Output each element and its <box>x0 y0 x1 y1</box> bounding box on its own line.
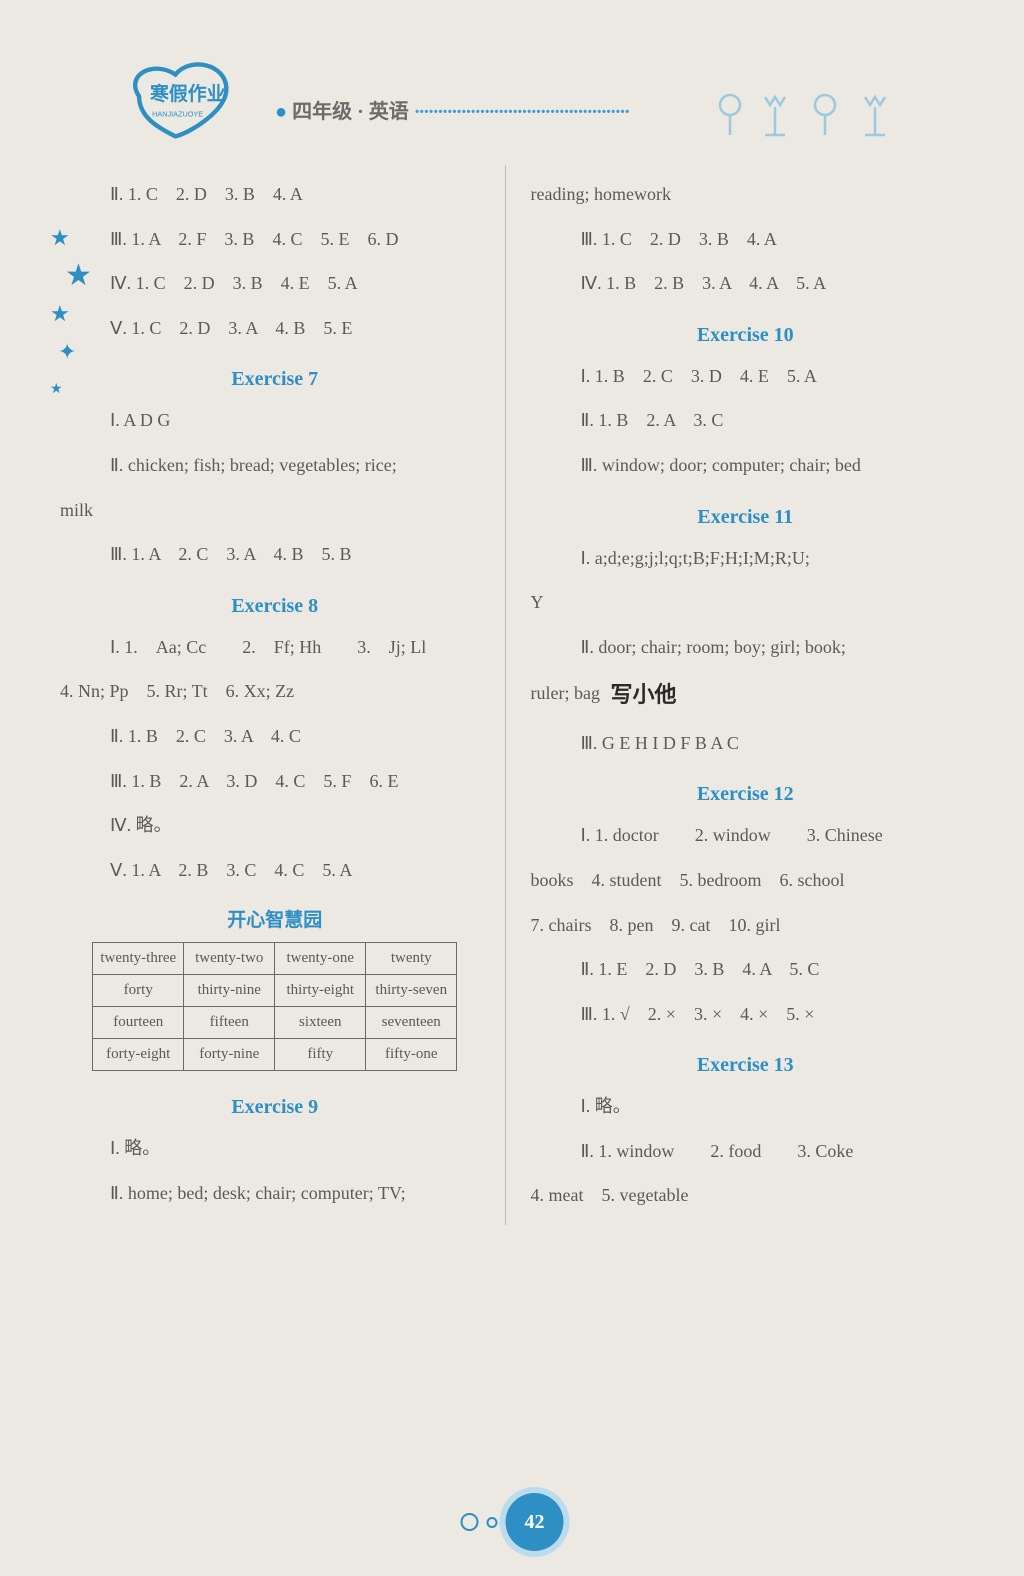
answer-line: Ⅱ. chicken; fish; bread; vegetables; ric… <box>60 450 490 481</box>
table-cell: thirty-nine <box>184 975 275 1007</box>
content-columns: Ⅱ. 1. C 2. D 3. B 4. A Ⅲ. 1. A 2. F 3. B… <box>60 165 960 1225</box>
answer-line: reading; homework <box>531 179 961 210</box>
answer-line: Ⅳ. 略。 <box>60 810 490 841</box>
answer-line: Ⅱ. 1. B 2. C 3. A 4. C <box>60 721 490 752</box>
grade-text: 四年级 <box>292 101 352 123</box>
answer-line: Ⅲ. window; door; computer; chair; bed <box>531 450 961 481</box>
logo-heart: 寒假作业 HANJIAZUOYE <box>110 60 270 140</box>
answer-line: Ⅲ. 1. C 2. D 3. B 4. A <box>531 224 961 255</box>
logo-text-py: HANJIAZUOYE <box>152 110 203 119</box>
answer-line: Ⅰ. 略。 <box>531 1091 961 1122</box>
answer-line: Ⅱ. home; bed; desk; chair; computer; TV; <box>60 1178 490 1209</box>
table-row: fourteen fifteen sixteen seventeen <box>93 1007 457 1039</box>
decor-circle-icon <box>461 1513 479 1531</box>
subject-text: 英语 <box>369 101 409 123</box>
table-row: twenty-three twenty-two twenty-one twent… <box>93 943 457 975</box>
decor-circle-icon <box>487 1517 498 1528</box>
logo-text-cn: 寒假作业 <box>150 82 226 105</box>
table-cell: sixteen <box>275 1007 366 1039</box>
table-cell: twenty-two <box>184 943 275 975</box>
answer-line: Ⅲ. 1. A 2. C 3. A 4. B 5. B <box>60 539 490 570</box>
table-cell: thirty-seven <box>366 975 457 1007</box>
answer-line: milk <box>60 495 490 526</box>
exercise-title: Exercise 9 <box>60 1096 490 1119</box>
answer-line: Ⅰ. a;d;e;g;j;l;q;t;B;F;H;I;M;R;U; <box>531 543 961 574</box>
answer-line: Ⅱ. 1. window 2. food 3. Coke <box>531 1136 961 1167</box>
table-cell: fifty <box>275 1039 366 1071</box>
exercise-title: Exercise 8 <box>60 595 490 618</box>
answer-line: Ⅱ. 1. E 2. D 3. B 4. A 5. C <box>531 954 961 985</box>
answer-line: 7. chairs 8. pen 9. cat 10. girl <box>531 910 961 941</box>
table-cell: forty <box>93 975 184 1007</box>
table-cell: thirty-eight <box>275 975 366 1007</box>
answer-line: Ⅱ. 1. B 2. A 3. C <box>531 405 961 436</box>
page-header: 寒假作业 HANJIAZUOYE ● 四年级 · 英语 ············… <box>60 40 960 150</box>
answer-line: 4. Nn; Pp 5. Rr; Tt 6. Xx; Zz <box>60 676 490 707</box>
table-cell: forty-eight <box>93 1039 184 1071</box>
answer-line: Ⅴ. 1. A 2. B 3. C 4. C 5. A <box>60 855 490 886</box>
answer-line: Ⅲ. 1. √ 2. × 3. × 4. × 5. × <box>531 999 961 1030</box>
answer-line: Ⅰ. 1. Aa; Cc 2. Ff; Hh 3. Jj; Ll <box>60 632 490 663</box>
exercise-title: Exercise 13 <box>531 1054 961 1077</box>
exercise-title: Exercise 11 <box>531 506 961 529</box>
right-column: reading; homework Ⅲ. 1. C 2. D 3. B 4. A… <box>505 165 961 1225</box>
answer-line: Ⅳ. 1. C 2. D 3. B 4. E 5. A <box>60 268 490 299</box>
answer-line: 4. meat 5. vegetable <box>531 1180 961 1211</box>
answer-line: Ⅰ. A D G <box>60 405 490 436</box>
table-cell: twenty <box>366 943 457 975</box>
number-table: twenty-three twenty-two twenty-one twent… <box>92 942 457 1071</box>
page-number: 42 <box>525 1511 545 1534</box>
answer-line: Ⅱ. 1. C 2. D 3. B 4. A <box>60 179 490 210</box>
answer-line: Ⅲ. G E H I D F B A C <box>531 728 961 759</box>
answer-line: Ⅱ. door; chair; room; boy; girl; book; <box>531 632 961 663</box>
table-row: forty-eight forty-nine fifty fifty-one <box>93 1039 457 1071</box>
table-cell: twenty-one <box>275 943 366 975</box>
page-footer: 42 <box>461 1493 564 1551</box>
page-number-badge: 42 <box>506 1493 564 1551</box>
exercise-title: Exercise 12 <box>531 783 961 806</box>
left-column: Ⅱ. 1. C 2. D 3. B 4. A Ⅲ. 1. A 2. F 3. B… <box>60 165 505 1225</box>
fun-title: 开心智慧园 <box>60 905 490 932</box>
answer-line: Y <box>531 587 961 618</box>
table-cell: fifty-one <box>366 1039 457 1071</box>
answer-line: Ⅲ. 1. B 2. A 3. D 4. C 5. F 6. E <box>60 766 490 797</box>
table-cell: fourteen <box>93 1007 184 1039</box>
answer-line: Ⅰ. 1. B 2. C 3. D 4. E 5. A <box>531 361 961 392</box>
table-cell: twenty-three <box>93 943 184 975</box>
table-cell: forty-nine <box>184 1039 275 1071</box>
star-decor: ★★ ★✦★ <box>50 215 92 413</box>
exercise-title: Exercise 10 <box>531 324 961 347</box>
grade-subject: ● 四年级 · 英语 ·····························… <box>275 95 629 124</box>
answer-line: books 4. student 5. bedroom 6. school <box>531 865 961 896</box>
handwritten-scribble: 写小他 <box>610 676 676 713</box>
table-row: forty thirty-nine thirty-eight thirty-se… <box>93 975 457 1007</box>
separator: · <box>357 101 364 123</box>
flower-decor <box>710 85 930 148</box>
answer-line: Ⅰ. 略。 <box>60 1133 490 1164</box>
answer-line: Ⅳ. 1. B 2. B 3. A 4. A 5. A <box>531 268 961 299</box>
answer-line: Ⅰ. 1. doctor 2. window 3. Chinese <box>531 820 961 851</box>
table-cell: fifteen <box>184 1007 275 1039</box>
page-content: 寒假作业 HANJIAZUOYE ● 四年级 · 英语 ············… <box>60 40 960 1225</box>
answer-line: Ⅴ. 1. C 2. D 3. A 4. B 5. E <box>60 313 490 344</box>
answer-line: Ⅲ. 1. A 2. F 3. B 4. C 5. E 6. D <box>60 224 490 255</box>
exercise-title: Exercise 7 <box>60 368 490 391</box>
table-cell: seventeen <box>366 1007 457 1039</box>
answer-text: ruler; bag <box>531 683 600 703</box>
answer-line: ruler; bag 写小他 <box>531 676 961 713</box>
